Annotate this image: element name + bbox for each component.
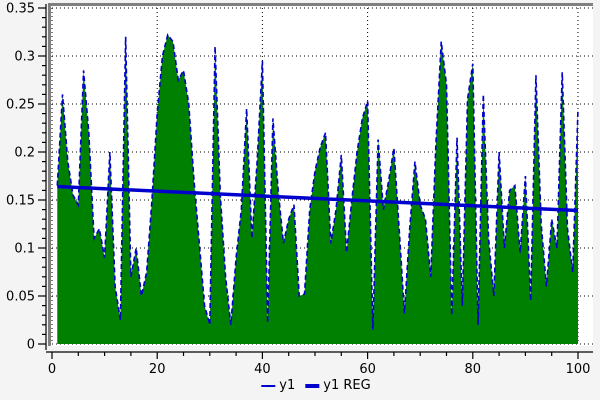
x-tick-label: 0	[48, 362, 56, 377]
y1-area	[57, 34, 578, 344]
legend-item-y1: y1	[261, 378, 295, 393]
y1-line	[56, 33, 579, 330]
y-tick-label: 0.1	[14, 242, 35, 257]
y-tick-label: 0.35	[6, 2, 35, 17]
legend-label-y1-reg: y1 REG	[323, 378, 371, 393]
x-tick-label: 20	[149, 362, 166, 377]
y1-reg-line	[57, 184, 579, 213]
x-tick-label: 100	[566, 362, 591, 377]
y-tick-label: 0.25	[6, 98, 35, 113]
x-tick-label: 40	[254, 362, 271, 377]
x-tick-label: 80	[465, 362, 482, 377]
y-tick-label: 0.3	[14, 50, 35, 65]
x-tick-label: 60	[359, 362, 376, 377]
legend-item-y1-reg: y1 REG	[305, 378, 371, 393]
chart-legend: y1 y1 REG	[261, 378, 371, 393]
y-tick-label: 0.2	[14, 146, 35, 161]
legend-label-y1: y1	[279, 378, 296, 393]
y1-line-swatch	[261, 384, 276, 387]
y-tick-label: 0.15	[6, 194, 35, 209]
y-tick-label: 0.05	[6, 290, 35, 305]
y-tick-label: 0	[27, 338, 35, 353]
y1-reg-line-swatch	[305, 383, 320, 388]
